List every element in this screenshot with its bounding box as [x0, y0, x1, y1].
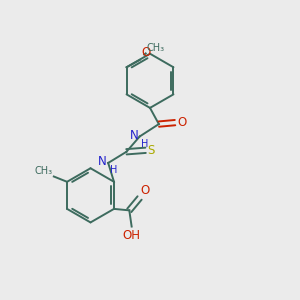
Text: N: N [130, 129, 138, 142]
Text: O: O [141, 184, 150, 197]
Text: O: O [177, 116, 186, 129]
Text: H: H [141, 139, 148, 149]
Text: OH: OH [123, 229, 141, 242]
Text: O: O [141, 46, 150, 59]
Text: S: S [148, 144, 155, 157]
Text: N: N [98, 155, 107, 168]
Text: CH₃: CH₃ [147, 43, 165, 52]
Text: CH₃: CH₃ [34, 166, 52, 176]
Text: H: H [110, 165, 117, 175]
